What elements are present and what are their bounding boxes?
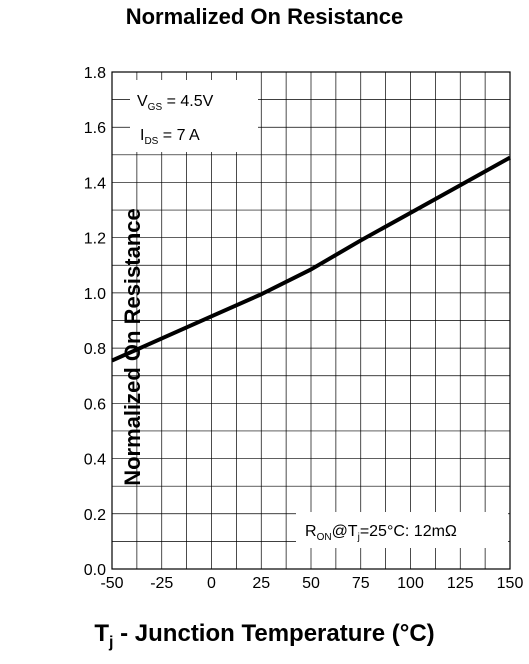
x-tick-label: -25: [150, 575, 173, 592]
chart-title: Normalized On Resistance: [125, 4, 404, 29]
x-axis-label: Tj - Junction Temperature (°C): [0, 620, 529, 652]
y-tick-label: 0.0: [84, 562, 106, 579]
y-tick-label: 1.0: [84, 286, 106, 303]
x-axis-label-symbol: T: [94, 620, 110, 647]
x-tick-label: 50: [302, 575, 320, 592]
x-tick-label: 150: [497, 575, 524, 592]
tick-labels: -50 -25 0 25 50 75 100 125 150 0.0 0.2 0.4 0.6 0.8 1.0…: [84, 65, 524, 592]
annotation-ids: IDS = 7 A: [140, 127, 200, 147]
series: [111, 155, 511, 363]
annotation-ids-text: = 7 A: [158, 127, 200, 144]
annotation-vgs-text: = 4.5V: [162, 93, 213, 110]
y-tick-label: 1.8: [84, 65, 106, 82]
x-axis-label-subscript: j: [109, 633, 114, 651]
y-tick-label: 0.8: [84, 341, 106, 358]
x-tick-label: 25: [252, 575, 270, 592]
annotation-vgs-ids: VGS = 4.5V IDS = 7 A: [130, 80, 258, 152]
y-tick-label: 1.6: [84, 120, 106, 137]
annotation-vgs-subscript: GS: [148, 102, 163, 113]
annotation-vgs: VGS = 4.5V: [137, 93, 214, 113]
plot-frame: [111, 71, 511, 570]
annotation-ids-symbol: I: [140, 127, 144, 144]
annotation-ron-mid: @T: [332, 523, 358, 540]
y-tick-label: 1.2: [84, 231, 106, 248]
annotation-vgs-symbol: V: [137, 93, 148, 110]
series-line: [111, 155, 511, 363]
y-tick-label: 0.6: [84, 396, 106, 413]
y-tick-label: 1.4: [84, 175, 106, 192]
annotation-ron-subscript: ON: [317, 532, 332, 543]
annotation-ron: RON@Tj=25°C: 12mΩ: [296, 512, 508, 548]
x-tick-label: 100: [397, 575, 424, 592]
annotation-ron-tail: =25°C: 12mΩ: [360, 523, 457, 540]
x-tick-label: 0: [207, 575, 216, 592]
annotation-ron-box: [296, 512, 508, 548]
annotation-box: [130, 80, 258, 152]
x-tick-label: 125: [447, 575, 474, 592]
annotation-ron-text: RON@Tj=25°C: 12mΩ: [305, 523, 457, 543]
x-tick-label: 75: [352, 575, 370, 592]
annotation-ron-symbol: R: [305, 523, 317, 540]
y-tick-label: 0.2: [84, 507, 106, 524]
x-axis-label-text: - Junction Temperature (°C): [113, 620, 435, 647]
x-tick-label: -50: [100, 575, 123, 592]
annotation-ron-mid-subscript: j: [357, 532, 360, 543]
y-tick-label: 0.4: [84, 452, 106, 469]
annotation-ids-subscript: DS: [144, 136, 158, 147]
